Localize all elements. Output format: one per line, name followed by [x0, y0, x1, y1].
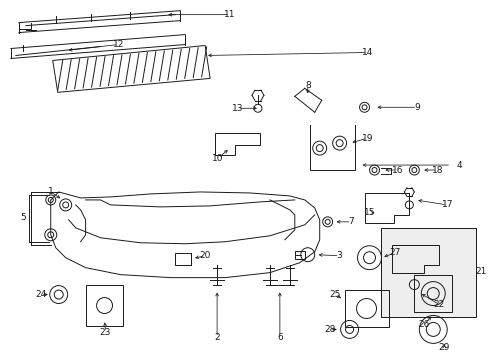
- Text: 26: 26: [418, 320, 429, 329]
- Bar: [294, 251, 304, 259]
- Bar: [413, 275, 451, 312]
- Text: 8: 8: [304, 81, 310, 90]
- Text: 28: 28: [324, 325, 335, 334]
- Bar: [344, 289, 388, 328]
- Text: 16: 16: [391, 166, 402, 175]
- Text: 1: 1: [48, 188, 54, 197]
- Text: 5: 5: [20, 213, 26, 222]
- Text: 14: 14: [361, 48, 372, 57]
- Text: 22: 22: [433, 300, 444, 309]
- Text: 27: 27: [389, 248, 400, 257]
- Text: 10: 10: [212, 154, 224, 163]
- Text: 13: 13: [232, 104, 244, 113]
- Text: 19: 19: [361, 134, 372, 143]
- Text: 17: 17: [441, 201, 452, 210]
- Text: 29: 29: [438, 343, 449, 352]
- Text: 6: 6: [276, 333, 282, 342]
- Text: 9: 9: [414, 103, 419, 112]
- Text: 2: 2: [214, 333, 220, 342]
- Text: 23: 23: [100, 328, 111, 337]
- Text: 12: 12: [113, 40, 124, 49]
- Text: 4: 4: [455, 161, 461, 170]
- Text: 7: 7: [348, 217, 354, 226]
- Text: 21: 21: [474, 267, 486, 276]
- Bar: [175, 253, 191, 265]
- Text: 24: 24: [35, 290, 46, 299]
- Text: 18: 18: [430, 166, 442, 175]
- Text: 20: 20: [199, 251, 210, 260]
- Bar: [381, 228, 475, 318]
- Text: 15: 15: [363, 208, 374, 217]
- Bar: [85, 285, 123, 327]
- Text: 11: 11: [224, 10, 235, 19]
- Text: 3: 3: [336, 251, 342, 260]
- Text: 25: 25: [328, 290, 340, 299]
